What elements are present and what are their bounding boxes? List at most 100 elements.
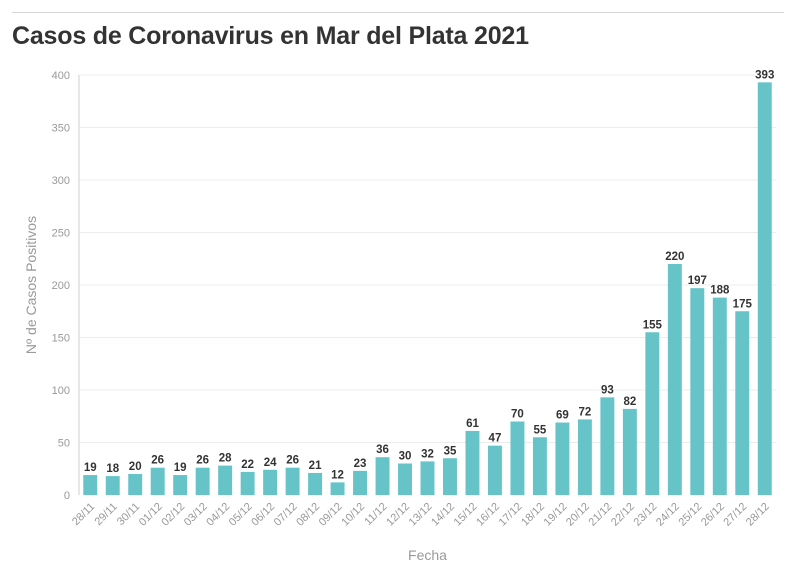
bar [375,457,390,495]
bar [757,82,772,495]
y-tick-label: 150 [52,333,70,345]
y-axis-title: Nº de Casos Positivos [23,216,39,354]
data-label: 22 [241,459,254,471]
data-label: 30 [399,451,412,463]
data-label: 188 [710,285,730,297]
bar [690,288,705,495]
data-label: 175 [733,298,753,310]
x-tick-label: 08/12 [294,501,322,529]
bar [195,467,210,495]
x-tick-label: 20/12 [564,501,592,529]
data-label: 26 [196,455,209,467]
data-label: 35 [444,445,457,457]
x-tick-label: 09/12 [317,501,345,529]
bar [173,475,188,495]
x-tick-label: 22/12 [609,501,637,529]
chart-title: Casos de Coronavirus en Mar del Plata 20… [12,22,529,50]
bar [465,430,480,495]
data-label: 20 [129,461,142,473]
data-label: 24 [264,457,277,469]
x-tick-label: 28/11 [70,501,97,528]
data-label: 32 [421,448,434,460]
x-tick-label: 16/12 [474,501,502,529]
x-tick-label: 29/11 [92,501,119,528]
bar [330,482,345,495]
data-label: 28 [219,453,232,465]
bar [83,475,98,495]
bar [240,471,255,495]
x-tick-label: 07/12 [272,501,300,529]
x-axis-ticks: 28/1129/1130/1101/1202/1203/1204/1205/12… [70,501,772,529]
x-tick-label: 30/11 [115,501,142,528]
data-label: 70 [511,409,524,421]
bar [600,397,615,495]
bar [443,458,457,495]
bar [555,422,570,495]
bar [308,472,323,495]
bar [712,297,727,495]
bar [667,264,682,495]
x-tick-label: 06/12 [249,501,277,529]
data-label: 393 [755,69,774,81]
data-label: 69 [556,410,569,422]
data-label: 19 [84,462,97,474]
bar [735,311,750,495]
y-tick-label: 400 [52,70,70,82]
x-tick-label: 14/12 [429,501,457,529]
x-tick-label: 02/12 [159,501,187,529]
y-axis-ticks: 0 50 100 150 200 250 300 350 400 [52,70,70,502]
bar [105,476,120,495]
data-label: 26 [286,455,299,467]
x-tick-label: 17/12 [497,501,525,529]
y-tick-label: 200 [52,280,70,292]
y-tick-label: 350 [52,123,70,135]
data-label: 36 [376,444,389,456]
x-tick-label: 04/12 [204,501,232,529]
bar [622,408,637,495]
bar [645,332,660,495]
x-tick-label: 13/12 [407,501,435,529]
bar [218,465,233,495]
data-label: 47 [489,433,502,445]
y-tick-label: 50 [58,438,70,450]
data-label: 26 [151,455,164,467]
data-label: 23 [354,458,367,470]
x-tick-label: 27/12 [721,501,749,529]
x-tick-label: 21/12 [587,501,615,529]
x-tick-label: 19/12 [542,501,570,529]
bars [83,82,772,495]
x-tick-label: 25/12 [676,501,704,529]
bar [150,467,165,495]
bar [398,463,412,495]
x-tick-label: 11/12 [362,501,389,528]
x-tick-label: 28/12 [744,501,772,529]
data-label: 197 [688,275,707,287]
bar [577,419,592,495]
bar [263,469,278,495]
x-tick-label: 23/12 [632,501,660,529]
y-tick-label: 0 [64,490,70,502]
x-tick-label: 24/12 [654,501,682,529]
data-label: 12 [331,469,344,481]
x-tick-label: 15/12 [452,501,480,529]
bar [353,470,368,495]
bar [420,461,435,495]
bar [510,421,525,495]
data-labels: 19 18 20 26 19 26 28 22 24 26 21 12 23 36 30 32 35 61 47 70… [84,69,775,481]
x-tick-label: 18/12 [519,501,547,529]
x-tick-label: 01/12 [137,501,165,529]
grid-lines [79,74,776,443]
bar [532,437,547,495]
x-tick-label: 05/12 [227,501,255,529]
x-tick-label: 26/12 [699,501,727,529]
y-tick-label: 100 [52,385,70,397]
data-label: 61 [466,418,479,430]
x-axis-title: Fecha [408,547,447,563]
x-tick-label: 03/12 [182,501,210,529]
bar [487,445,502,495]
data-label: 155 [643,319,663,331]
data-label: 220 [665,251,684,263]
x-tick-label: 12/12 [384,501,412,529]
data-label: 82 [623,396,636,408]
